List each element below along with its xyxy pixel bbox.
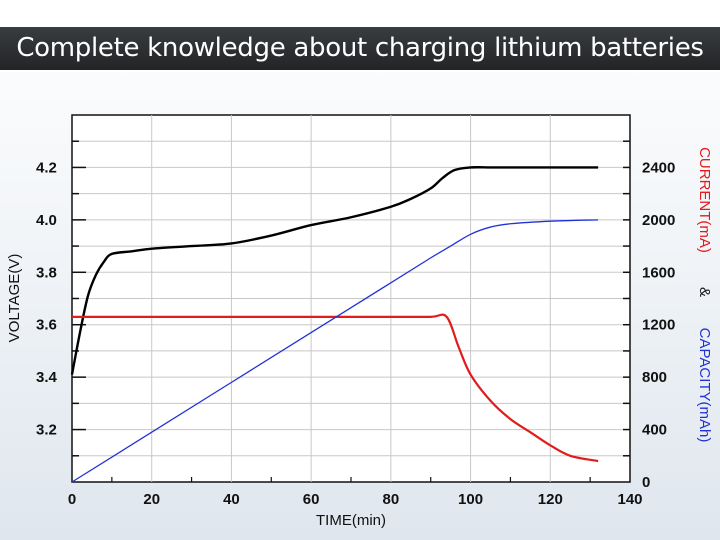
y-left-tick-label: 3.8: [36, 264, 57, 281]
y-left-tick-label: 3.4: [36, 369, 58, 386]
y-axis-title-amp: &: [696, 287, 713, 297]
title-bar: Complete knowledge about charging lithiu…: [0, 0, 720, 72]
y-right-tick-label: 0: [642, 474, 650, 491]
y-right-tick-label: 2000: [642, 212, 675, 229]
page-title: Complete knowledge about charging lithiu…: [0, 27, 720, 70]
y-axis-title-current: CURRENT(mA): [696, 147, 713, 253]
y-left-tick-label: 4.2: [36, 159, 57, 176]
series-line-capacity: [71, 219, 599, 483]
y-left-tick-label: 3.6: [36, 317, 57, 334]
x-tick-label: 120: [538, 491, 563, 508]
x-tick-label: 140: [617, 491, 642, 508]
x-axis-title: TIME(min): [316, 512, 386, 529]
y-left-tick-label: 4.0: [36, 212, 57, 229]
y-right-tick-label: 1600: [642, 264, 675, 281]
tick-marks: [72, 140, 630, 482]
y-right-tick-label: 400: [642, 422, 667, 439]
y-left-tick-label: 3.2: [36, 422, 57, 439]
y-axis-title-left: VOLTAGE(V): [6, 254, 23, 343]
y-axis-title-capacity: CAPACITY(mAh): [696, 328, 713, 443]
series-line-current: [72, 313, 599, 463]
x-tick-label: 0: [68, 491, 76, 508]
x-tick-label: 60: [303, 491, 320, 508]
grid: [72, 115, 630, 482]
current-label: CURRENT(mA): [696, 147, 713, 253]
x-tick-label: 80: [383, 491, 400, 508]
series-line-voltage: [70, 166, 599, 375]
series-lines: [70, 166, 599, 483]
x-tick-label: 20: [143, 491, 160, 508]
x-tick-label: 100: [458, 491, 483, 508]
x-tick-label: 40: [223, 491, 240, 508]
tick-labels: 0 20 40 60 80 100 120 140 3.2 3.4 3.6 3.8 4.0 4.2 0 400…: [36, 159, 675, 508]
y-right-tick-label: 1200: [642, 317, 675, 334]
y-right-tick-label: 800: [642, 369, 667, 386]
y-right-tick-label: 2400: [642, 159, 675, 176]
y-axis-title-right: CURRENT(mA) & CAPACITY(mAh): [696, 147, 713, 442]
